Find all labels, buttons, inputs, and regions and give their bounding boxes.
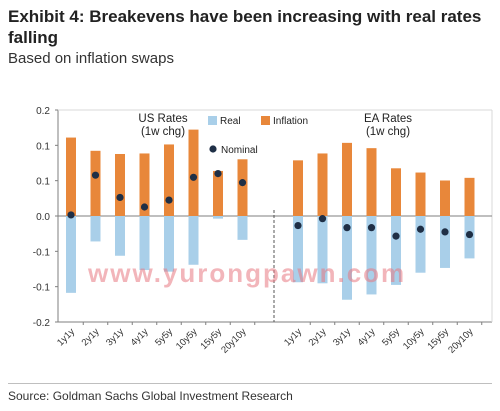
real-bar [213, 216, 223, 219]
legend: Real Inflation Nominal [208, 116, 308, 156]
legend-nominal-label: Nominal [221, 145, 258, 156]
nominal-point [465, 230, 474, 239]
inflation-bar [317, 153, 328, 216]
x-tick-label: 4y1y [356, 326, 378, 348]
inflation-bar [90, 150, 101, 216]
legend-inflation-swatch [261, 116, 270, 125]
real-bar [139, 216, 150, 271]
inflation-bar [440, 180, 450, 216]
us-panel-label: US Rates [138, 113, 187, 125]
real-bar [293, 216, 303, 283]
x-tick-label: 2y1y [307, 326, 329, 348]
real-bar [115, 216, 125, 256]
y-tick-label: 0.1 [36, 141, 50, 152]
real-bar [415, 216, 426, 273]
real-bar [188, 216, 199, 265]
real-bar [391, 216, 401, 285]
real-bar [440, 216, 450, 268]
x-tick-label: 1y1y [282, 326, 304, 348]
real-bar [164, 216, 174, 272]
nominal-point [189, 173, 198, 181]
nominal-point [367, 224, 376, 232]
x-tick-label: 1y1y [55, 326, 77, 348]
x-tick-label: 5y5y [153, 326, 175, 348]
legend-real-label: Real [220, 116, 241, 127]
y-tick-label: -0.1 [33, 283, 51, 294]
x-tick-label: 20y10y [219, 326, 249, 356]
x-tick-label: 10y5y [401, 326, 427, 352]
y-tick-label: -0.1 [33, 247, 51, 258]
inflation-bar [464, 177, 475, 216]
legend-real-swatch [208, 116, 217, 125]
real-bar [317, 216, 328, 284]
us-panel-sublabel: (1w chg) [141, 126, 185, 138]
y-tick-label: 0.2 [36, 106, 50, 117]
nominal-point [214, 170, 222, 178]
nominal-point [116, 193, 124, 202]
nominal-point [140, 203, 149, 211]
legend-inflation-label: Inflation [273, 116, 308, 127]
nominal-point [165, 196, 173, 204]
chart-subtitle: Based on inflation swaps [8, 50, 174, 67]
inflation-bar [213, 170, 223, 216]
nominal-point [343, 224, 351, 232]
real-bar [66, 216, 76, 293]
ea-panel-sublabel: (1w chg) [366, 126, 410, 138]
x-tick-label: 3y1y [104, 326, 126, 348]
chart-title: Exhibit 4: Breakevens have been increasi… [8, 7, 482, 47]
x-tick-label: 3y1y [331, 326, 353, 348]
x-tick-label: 10y5y [174, 326, 200, 352]
real-bar [366, 216, 377, 295]
x-tick-label: 2y1y [80, 326, 102, 348]
inflation-bar [237, 159, 248, 216]
x-tick-label: 4y1y [129, 326, 151, 348]
x-tick-label: 5y5y [380, 326, 402, 348]
nominal-point [67, 211, 75, 219]
y-tick-label: 0.1 [36, 177, 50, 188]
real-bar [237, 216, 248, 240]
real-bar [90, 216, 101, 242]
bars-layer [66, 129, 475, 300]
x-tick-label: 20y10y [446, 326, 476, 356]
ea-panel-label: EA Rates [364, 113, 412, 125]
inflation-bar [66, 137, 76, 216]
inflation-bar [342, 142, 352, 216]
inflation-bar [164, 144, 174, 216]
nominal-point [238, 179, 247, 187]
inflation-bar [188, 129, 199, 216]
inflation-bar [115, 153, 125, 216]
watermark-text: www.yurongpawn.com [88, 258, 407, 288]
nominal-point [91, 171, 100, 179]
inflation-bar [415, 172, 426, 216]
source-note: Source: Goldman Sachs Global Investment … [8, 389, 293, 403]
nominal-point [318, 215, 327, 223]
nominal-point [294, 221, 302, 230]
inflation-bar [366, 148, 377, 216]
y-tick-label: 0.0 [36, 212, 50, 223]
inflation-bar [293, 160, 303, 216]
y-tick-label: -0.2 [33, 318, 51, 329]
axes-layer [55, 109, 493, 325]
nominal-point [392, 232, 400, 240]
nominal-point [416, 225, 425, 233]
inflation-bar [139, 153, 150, 216]
legend-nominal-marker [209, 145, 217, 153]
nominal-point [441, 228, 449, 236]
inflation-bar [391, 168, 401, 216]
source-divider [8, 383, 492, 384]
real-bar [342, 216, 352, 300]
